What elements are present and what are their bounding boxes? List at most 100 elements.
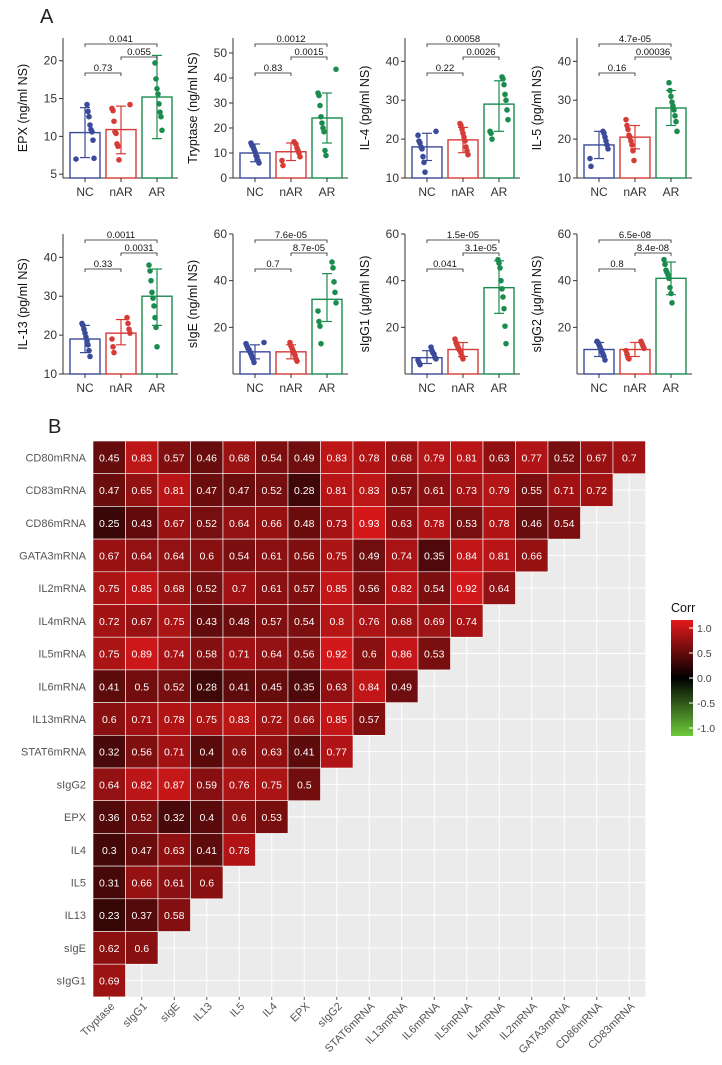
heatmap-cell-value: 0.74 [457, 616, 478, 628]
data-point [495, 256, 501, 263]
p-value-label: 3.1e-05 [465, 243, 497, 254]
heatmap-cell [92, 571, 126, 605]
y-tick-label: 40 [558, 54, 572, 68]
heatmap-cell-value: 0.63 [392, 518, 413, 530]
legend-tick-label: 0.0 [697, 673, 712, 685]
heatmap-cell [157, 833, 191, 867]
data-point [156, 101, 162, 107]
heatmap-cell [385, 604, 419, 638]
data-point [86, 347, 92, 354]
y-tick-label: 40 [214, 71, 228, 85]
heatmap-cell-value: 0.79 [489, 485, 510, 497]
heatmap-cell [190, 669, 224, 703]
heatmap-cell-value: 0.43 [132, 518, 153, 530]
heatmap-cell [190, 865, 224, 900]
significance-bracket [254, 268, 292, 272]
heatmap-cell [92, 898, 126, 932]
heatmap-cell [190, 800, 224, 834]
significance-bracket [634, 56, 672, 60]
heatmap-cell [417, 636, 451, 671]
heatmap-cell [417, 506, 451, 540]
heatmap-cell-value: 0.64 [262, 649, 283, 661]
data-point [422, 169, 428, 175]
data-point [152, 60, 158, 66]
heatmap-cell-value: 0.41 [229, 681, 250, 693]
heatmap-cell [320, 473, 354, 507]
heatmap-cell-value: 0.46 [522, 518, 543, 530]
heatmap-cell [157, 571, 191, 605]
x-tick-label: nAR [109, 381, 133, 395]
heatmap-cell-value: 0.35 [424, 550, 445, 562]
data-point [499, 74, 505, 80]
heatmap-cell-value: 0.41 [99, 681, 120, 693]
data-point [674, 128, 680, 135]
heatmap-cell [320, 440, 354, 475]
p-value-label: 6.5e-08 [619, 230, 651, 241]
x-tick-label: NC [76, 381, 94, 395]
data-point [155, 91, 161, 97]
y-axis-title: sIgG2 (μg/ml NS) [530, 256, 544, 353]
data-point [415, 132, 421, 139]
data-point [668, 93, 674, 100]
data-point [154, 85, 160, 92]
data-point [322, 147, 328, 154]
heatmap-cell [92, 931, 126, 965]
heatmap-cell [320, 702, 354, 736]
heatmap-cell-value: 0.83 [359, 485, 380, 497]
x-tick-label: AR [149, 381, 166, 395]
heatmap-cell [125, 865, 159, 900]
x-tick-label: NC [418, 381, 436, 395]
heatmap-cell [255, 473, 289, 507]
heatmap-row-label: IL2mRNA [38, 583, 86, 595]
y-tick-label: 20 [386, 132, 400, 146]
heatmap-cell [450, 604, 484, 638]
heatmap-cell-value: 0.68 [392, 616, 413, 628]
data-point [158, 113, 164, 120]
data-point [638, 338, 644, 345]
data-point [624, 122, 630, 129]
heatmap-column-label: IL13 [191, 1001, 215, 1025]
legend-tick-label: -0.5 [697, 698, 715, 710]
heatmap-cell [287, 571, 321, 605]
y-tick-label: 40 [386, 274, 400, 288]
data-point [109, 105, 115, 112]
heatmap-cell [352, 473, 386, 507]
y-axis-title: IL-5 (pg/ml NS) [530, 66, 544, 151]
x-tick-label: NC [590, 381, 608, 395]
significance-bracket [84, 43, 158, 47]
heatmap-cell-value: 0.7 [232, 583, 247, 595]
heatmap-cell-value: 0.63 [262, 747, 283, 759]
heatmap-cell-value: 0.78 [489, 518, 510, 530]
data-point [150, 295, 156, 301]
heatmap-cell-value: 0.92 [457, 583, 478, 595]
bar-plot-il5: 10 20 30 40 IL-5 (pg/ml NS) NC nAR AR 0.16 0.0003… [530, 34, 692, 199]
heatmap-cell [482, 571, 516, 605]
heatmap-cell-value: 0.35 [294, 681, 315, 693]
heatmap-cell-value: 0.54 [554, 518, 575, 530]
data-point [667, 87, 673, 94]
heatmap-cell [190, 571, 224, 605]
heatmap-cell-value: 0.53 [262, 812, 283, 824]
p-value-label: 0.22 [436, 63, 455, 74]
heatmap-cell-value: 0.85 [327, 714, 348, 726]
heatmap-cell-value: 0.82 [392, 583, 413, 595]
heatmap-cell-value: 0.41 [197, 845, 218, 857]
data-point [666, 79, 672, 86]
heatmap-cell [547, 506, 581, 540]
heatmap-cell [417, 440, 451, 475]
heatmap-cell-value: 0.6 [134, 943, 149, 955]
data-point [127, 101, 133, 108]
heatmap-cell [222, 538, 256, 573]
heatmap-cell-value: 0.74 [164, 649, 185, 661]
data-point [90, 137, 96, 143]
data-point [153, 76, 159, 82]
data-point [112, 129, 118, 135]
heatmap-cell-value: 0.75 [99, 649, 120, 661]
y-axis-title: sIgG1 (μg/ml NS) [358, 256, 372, 353]
heatmap-cell [287, 669, 321, 703]
heatmap-cell [385, 571, 419, 605]
data-point [505, 116, 511, 123]
data-point [291, 138, 297, 145]
heatmap-cell-value: 0.52 [554, 452, 575, 464]
heatmap-cell [352, 571, 386, 605]
